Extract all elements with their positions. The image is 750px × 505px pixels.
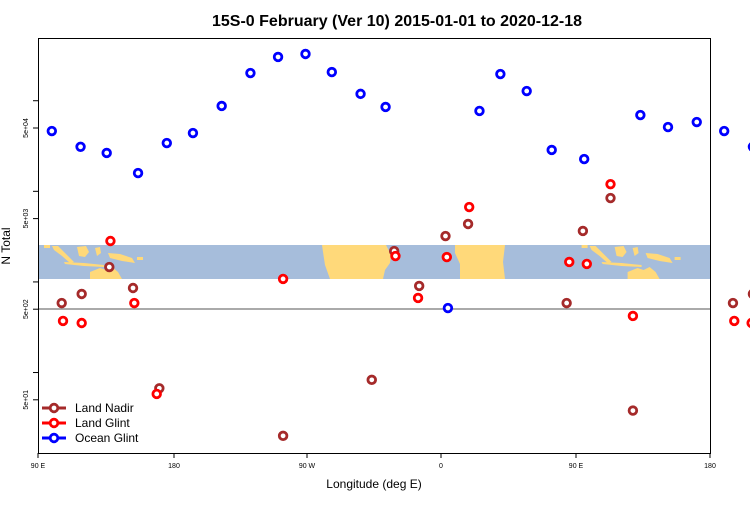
data-point <box>104 261 115 273</box>
data-point <box>216 100 227 112</box>
legend-marker <box>48 417 60 429</box>
data-point <box>390 250 401 262</box>
land-maritime-asia <box>44 245 143 279</box>
legend-marker <box>48 432 60 444</box>
x-tick-label: 90 W <box>299 463 316 470</box>
data-point <box>727 297 739 309</box>
land-africa <box>455 245 505 279</box>
data-point <box>277 273 289 285</box>
series-ocean-glint <box>46 48 750 314</box>
x-tick-label: 90 E <box>569 463 584 470</box>
data-point <box>746 318 750 328</box>
series-land-glint <box>57 178 750 400</box>
legend-marker <box>48 402 60 414</box>
data-point <box>729 315 740 327</box>
data-point <box>441 251 452 263</box>
chart-title: 15S-0 February (Ver 10) 2015-01-01 to 20… <box>212 13 582 30</box>
axes: 90 E 180 90 W 0 90 E 180 5e+01 5e+02 5e+03 5e+04 <box>23 100 716 470</box>
data-point <box>105 235 116 247</box>
data-point <box>581 258 592 270</box>
land-south-america-east <box>370 245 386 279</box>
legend-label: Ocean Glint <box>75 431 139 445</box>
data-point <box>462 218 474 230</box>
data-point <box>57 315 69 327</box>
legend-label: Land Glint <box>75 416 130 430</box>
data-point <box>561 297 572 309</box>
data-point <box>76 317 87 329</box>
x-tick-label: 180 <box>704 463 716 470</box>
world-map-strip <box>39 245 710 279</box>
data-point <box>300 48 311 60</box>
data-points <box>46 48 750 442</box>
data-point <box>413 280 425 292</box>
data-point <box>355 88 366 100</box>
data-point <box>442 302 454 314</box>
data-point <box>101 147 112 159</box>
y-tick-label: 5e+01 <box>23 390 30 410</box>
series-land-nadir <box>56 192 750 442</box>
y-axis-label: N Total <box>0 227 13 264</box>
data-point <box>326 66 338 78</box>
data-point <box>277 430 289 442</box>
data-point <box>161 137 172 149</box>
data-point <box>521 85 532 97</box>
data-point <box>56 297 67 309</box>
data-point <box>272 51 284 63</box>
data-point <box>132 167 144 179</box>
data-point <box>577 225 589 237</box>
data-point <box>380 101 391 113</box>
data-point <box>412 292 424 304</box>
y-tick-label: 5e+02 <box>23 299 30 319</box>
data-point <box>578 153 590 165</box>
data-point <box>46 125 58 137</box>
x-tick-label: 180 <box>168 463 180 470</box>
data-point <box>662 121 674 133</box>
data-point <box>627 310 639 322</box>
data-point <box>546 144 557 156</box>
data-point <box>474 105 485 117</box>
data-point <box>718 125 730 137</box>
legend-item: Ocean Glint <box>42 431 139 445</box>
data-point <box>187 127 199 139</box>
data-point <box>605 178 616 190</box>
legend-item: Land Nadir <box>42 401 134 415</box>
x-axis-label: Longitude (deg E) <box>326 477 421 491</box>
data-point <box>366 374 377 386</box>
legend-item: Land Glint <box>42 416 130 430</box>
data-point <box>495 68 506 80</box>
data-point <box>245 67 256 79</box>
y-tick-label: 5e+03 <box>23 209 30 229</box>
legend-label: Land Nadir <box>75 401 134 415</box>
map-land <box>44 245 681 279</box>
data-point <box>127 282 139 294</box>
data-point <box>627 405 639 416</box>
data-point <box>635 109 646 121</box>
x-tick-label: 0 <box>439 463 443 470</box>
data-point <box>605 192 616 204</box>
data-point <box>691 116 702 128</box>
data-point <box>129 297 140 309</box>
data-point <box>75 141 86 153</box>
data-point <box>564 256 575 268</box>
data-point <box>76 288 87 300</box>
data-point <box>464 201 475 213</box>
y-tick-label: 5e+04 <box>23 118 30 138</box>
data-point <box>440 230 451 242</box>
data-point <box>151 388 162 400</box>
plot-frame <box>38 38 711 454</box>
x-tick-label: 90 E <box>31 463 46 470</box>
